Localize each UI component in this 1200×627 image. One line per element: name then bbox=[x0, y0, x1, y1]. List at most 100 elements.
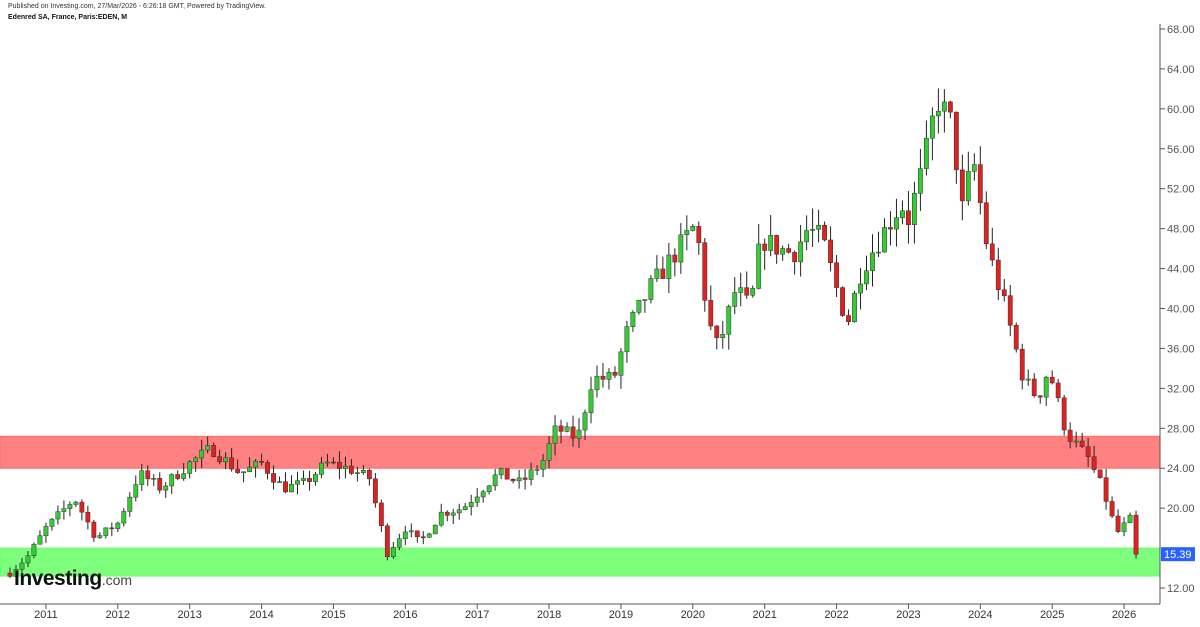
candle-body bbox=[426, 533, 432, 538]
candle bbox=[714, 325, 720, 350]
candle bbox=[1013, 322, 1019, 353]
candle bbox=[456, 503, 462, 520]
last-price-marker: 15.39 bbox=[1161, 547, 1195, 562]
candle bbox=[965, 151, 971, 206]
candle bbox=[648, 275, 654, 304]
candle bbox=[1121, 517, 1127, 537]
candle-body bbox=[175, 474, 181, 479]
candle-body bbox=[810, 229, 816, 231]
candle-body bbox=[396, 538, 402, 548]
candle bbox=[151, 474, 157, 487]
candle bbox=[354, 466, 360, 482]
candle bbox=[19, 558, 25, 575]
candle-body bbox=[702, 242, 708, 301]
candle-body bbox=[121, 511, 127, 524]
last-price-label: 15.39 bbox=[1164, 549, 1192, 561]
candle bbox=[55, 505, 61, 525]
candle bbox=[983, 191, 989, 249]
candle bbox=[343, 456, 348, 479]
candle-body bbox=[13, 569, 19, 577]
candle-body bbox=[995, 259, 1001, 290]
candle bbox=[666, 242, 672, 294]
candle-body bbox=[79, 501, 85, 513]
candle bbox=[1055, 378, 1061, 403]
candle bbox=[828, 226, 833, 272]
candle-body bbox=[349, 465, 354, 474]
candle bbox=[738, 272, 744, 307]
candle bbox=[331, 457, 336, 465]
candle bbox=[912, 181, 917, 244]
candle-body bbox=[726, 306, 732, 335]
candle-body bbox=[738, 287, 744, 293]
candle bbox=[211, 442, 217, 458]
candle bbox=[402, 525, 408, 545]
candle-body bbox=[390, 546, 396, 558]
price-tick-label: 68.00 bbox=[1167, 24, 1195, 36]
candle-body bbox=[540, 460, 546, 470]
candle-body bbox=[768, 235, 774, 251]
time-tick-label: 2016 bbox=[393, 609, 417, 621]
candle bbox=[1025, 369, 1031, 386]
candle-body bbox=[1097, 469, 1103, 478]
candle-body bbox=[630, 312, 636, 327]
candle bbox=[1103, 468, 1109, 510]
candle-body bbox=[1055, 382, 1061, 399]
candle-body bbox=[971, 164, 977, 172]
candle bbox=[414, 530, 420, 543]
candle bbox=[468, 494, 474, 516]
candle-body bbox=[552, 425, 558, 444]
candle bbox=[145, 465, 151, 486]
candle bbox=[486, 485, 492, 495]
candle-body bbox=[672, 254, 678, 263]
candle bbox=[528, 462, 534, 486]
candle bbox=[175, 470, 181, 481]
candle-body bbox=[522, 477, 528, 480]
candle bbox=[259, 453, 264, 466]
candle bbox=[307, 470, 312, 491]
candle-body bbox=[486, 485, 492, 493]
time-tick-label: 2025 bbox=[1040, 609, 1064, 621]
candle bbox=[432, 524, 438, 535]
candle-body bbox=[456, 509, 462, 514]
candle-body bbox=[253, 460, 258, 468]
candle-body bbox=[307, 478, 312, 482]
candle-body bbox=[91, 521, 97, 538]
candle-body bbox=[7, 572, 13, 577]
candle-body bbox=[977, 164, 983, 203]
candle bbox=[582, 409, 588, 441]
candle-body bbox=[1031, 378, 1037, 397]
candle bbox=[295, 471, 300, 495]
candle bbox=[109, 522, 115, 537]
candle bbox=[822, 221, 827, 242]
candle-body bbox=[372, 478, 378, 504]
candle-body bbox=[953, 111, 959, 171]
candle bbox=[1085, 437, 1091, 467]
candle bbox=[564, 422, 570, 433]
candle-body bbox=[1001, 289, 1007, 296]
time-tick-label: 2017 bbox=[465, 609, 489, 621]
candle-body bbox=[139, 470, 145, 485]
candle bbox=[846, 309, 851, 326]
candle bbox=[492, 469, 498, 491]
candle bbox=[79, 499, 85, 521]
candle-body bbox=[43, 526, 49, 536]
candle-body bbox=[438, 511, 444, 526]
candle-body bbox=[732, 292, 738, 307]
candle bbox=[630, 310, 636, 332]
candle-body bbox=[786, 248, 792, 253]
candle-body bbox=[474, 496, 480, 503]
candle-body bbox=[714, 325, 720, 339]
price-tick-label: 48.00 bbox=[1167, 224, 1195, 236]
time-tick-label: 2023 bbox=[896, 609, 920, 621]
candle-body bbox=[55, 511, 61, 520]
candle bbox=[947, 100, 953, 119]
candle-body bbox=[1043, 376, 1049, 398]
candle bbox=[918, 148, 923, 211]
candle-body bbox=[828, 239, 833, 264]
candle-body bbox=[582, 412, 588, 431]
candle bbox=[774, 234, 780, 264]
candle bbox=[906, 191, 911, 244]
candle bbox=[229, 447, 235, 472]
candle bbox=[726, 304, 732, 350]
candle-body bbox=[888, 227, 893, 230]
